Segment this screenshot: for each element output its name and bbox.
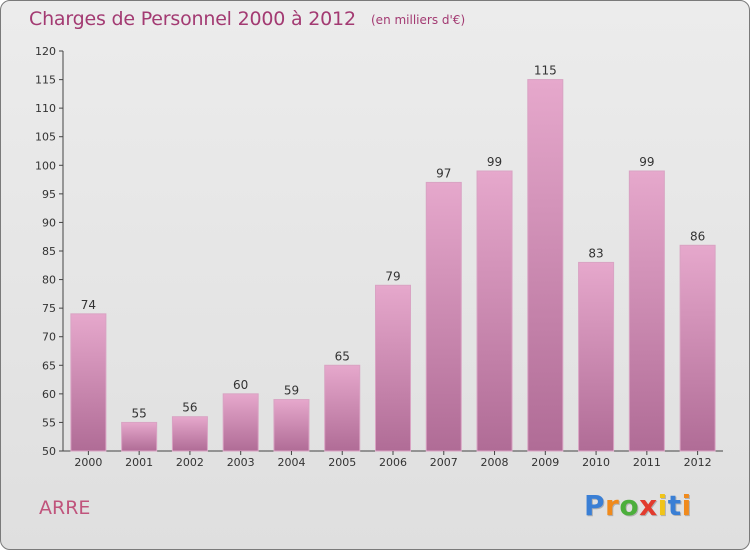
proxiti-logo[interactable]: Proxiti [584, 489, 692, 522]
value-label: 97 [436, 166, 451, 180]
x-tick-label: 2000 [74, 456, 102, 469]
logo-letter: P [584, 489, 606, 522]
x-tick-label: 2012 [684, 456, 712, 469]
value-label: 59 [284, 384, 299, 398]
value-label: 55 [132, 406, 147, 420]
bar-2000 [70, 313, 107, 452]
value-label: 83 [588, 246, 603, 260]
y-tick-label: 85 [42, 245, 56, 258]
bar-2007 [425, 181, 462, 452]
bar-2004 [273, 399, 310, 452]
value-label: 65 [335, 349, 350, 363]
bar-2010 [578, 261, 615, 452]
x-tick-label: 2009 [531, 456, 559, 469]
value-label: 99 [487, 155, 502, 169]
y-tick-label: 70 [42, 331, 56, 344]
y-tick-label: 55 [42, 416, 56, 429]
x-tick-label: 2008 [481, 456, 509, 469]
bar-2001 [121, 421, 158, 452]
logo-letter: r [605, 489, 620, 522]
bar-2003 [222, 393, 259, 452]
value-label: 99 [639, 155, 654, 169]
bar-2008 [476, 170, 513, 452]
chart-title: Charges de Personnel 2000 à 2012 [29, 8, 356, 30]
y-tick-label: 65 [42, 359, 56, 372]
logo-letter: i [657, 489, 668, 522]
value-label: 115 [534, 64, 557, 78]
y-tick-label: 105 [35, 131, 56, 144]
x-tick-label: 2006 [379, 456, 407, 469]
x-tick-label: 2002 [176, 456, 204, 469]
x-tick-label: 2001 [125, 456, 153, 469]
logo-letter: t [667, 489, 682, 522]
y-tick-label: 80 [42, 274, 56, 287]
bar-2005 [324, 364, 361, 452]
x-tick-label: 2010 [582, 456, 610, 469]
bar-2011 [628, 170, 665, 452]
x-tick-label: 2005 [328, 456, 356, 469]
chart-subtitle: (en milliers d'€) [371, 13, 466, 27]
logo-letter: x [639, 489, 658, 522]
logo-letter: i [681, 489, 692, 522]
bar-2006 [375, 284, 411, 452]
value-label: 60 [233, 378, 248, 392]
value-label: 86 [690, 229, 705, 243]
bar-2009 [527, 79, 564, 452]
y-tick-label: 90 [42, 216, 56, 229]
logo-letter: o [619, 489, 640, 522]
y-tick-label: 110 [35, 102, 56, 115]
x-tick-label: 2007 [430, 456, 458, 469]
value-label: 56 [182, 401, 197, 415]
value-label: 79 [385, 269, 400, 283]
y-tick-label: 100 [35, 159, 56, 172]
y-tick-label: 75 [42, 302, 56, 315]
y-tick-label: 50 [42, 445, 56, 458]
y-tick-label: 60 [42, 388, 56, 401]
x-tick-label: 2011 [633, 456, 661, 469]
value-label: 74 [81, 298, 96, 312]
x-tick-label: 2004 [277, 456, 305, 469]
x-tick-label: 2003 [227, 456, 255, 469]
bar-2002 [171, 416, 208, 452]
y-tick-label: 95 [42, 188, 56, 201]
y-tick-label: 115 [35, 74, 56, 87]
commune-name: ARRE [39, 497, 91, 519]
y-tick-label: 120 [35, 45, 56, 58]
bar-2012 [679, 244, 716, 452]
